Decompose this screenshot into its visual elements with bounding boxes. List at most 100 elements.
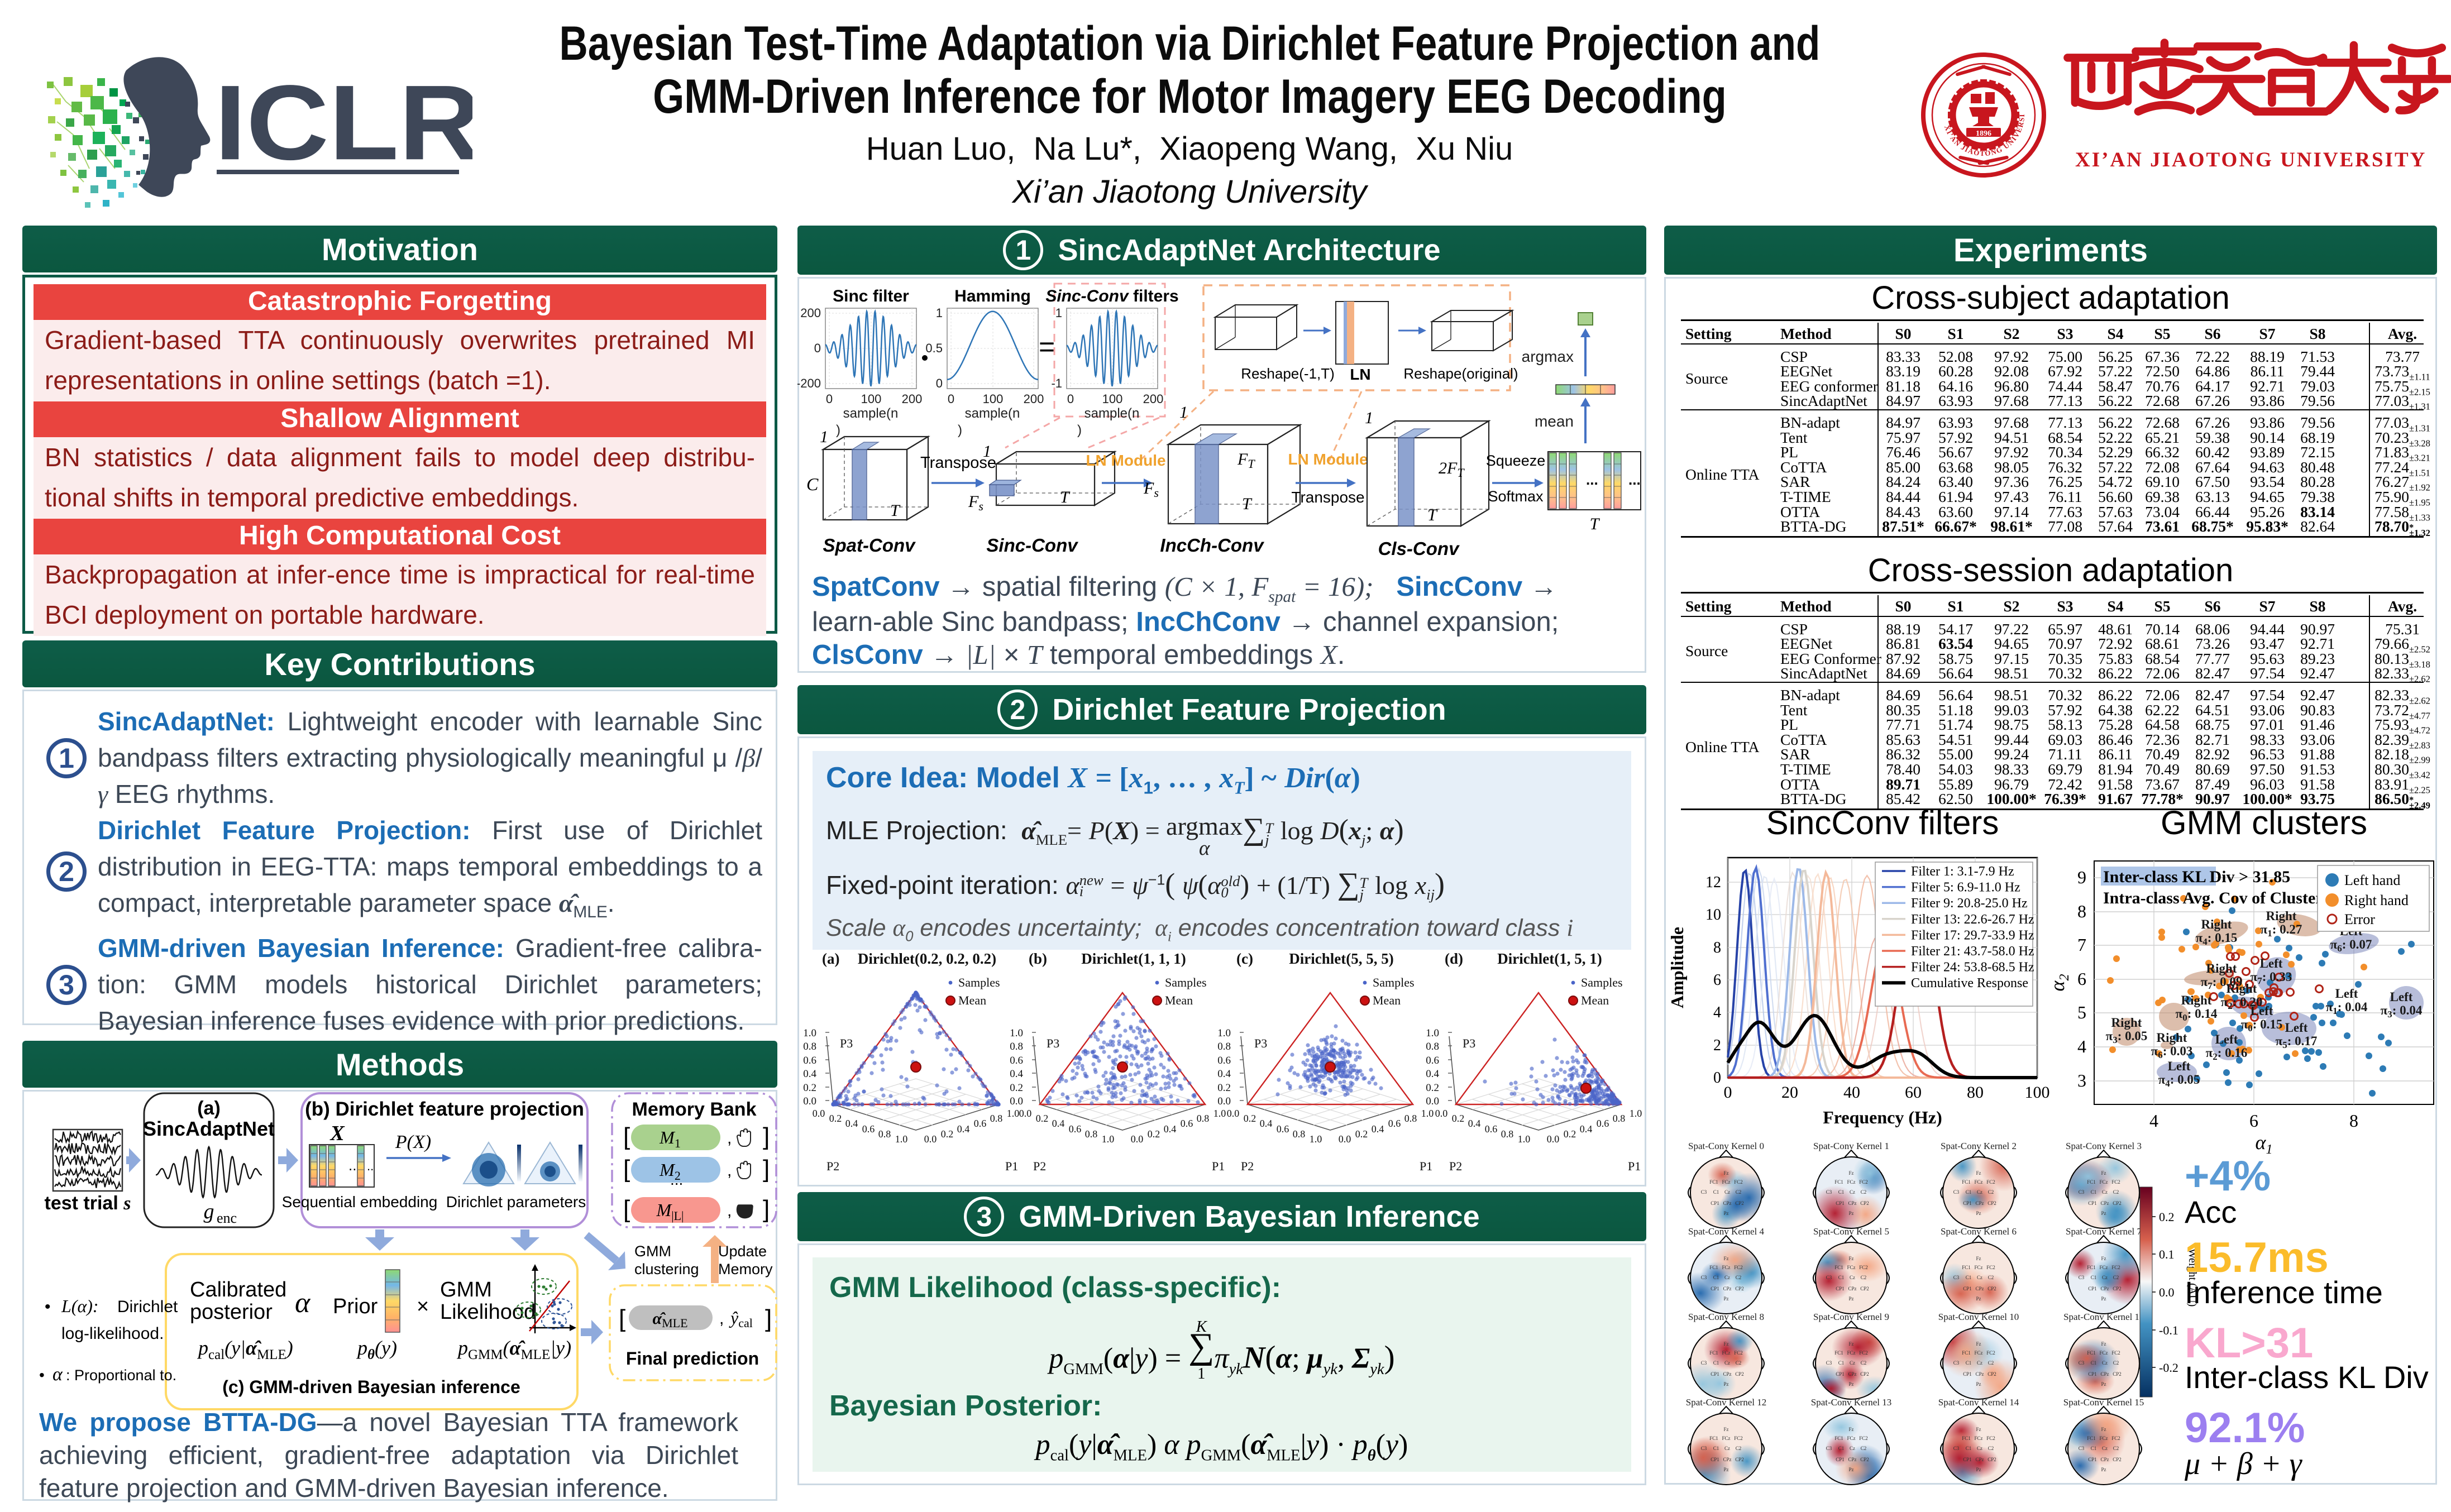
svg-text:FCz: FCz	[1722, 1350, 1730, 1356]
svg-text:posterior: posterior	[190, 1300, 273, 1324]
svg-text:Cz: Cz	[1850, 1189, 1855, 1195]
svg-text:0.6: 0.6	[1217, 1055, 1231, 1066]
svg-text:0: 0	[1724, 1083, 1732, 1102]
svg-text:0.4: 0.4	[1426, 1068, 1439, 1080]
svg-text:Filter 21: 43.7-58.0 Hz: Filter 21: 43.7-58.0 Hz	[1911, 944, 2034, 959]
svg-text:CP1: CP1	[1711, 1286, 1719, 1291]
svg-text:0.4: 0.4	[1260, 1118, 1273, 1129]
svg-text:Memory: Memory	[718, 1261, 773, 1277]
svg-text:C3: C3	[1826, 1446, 1832, 1451]
svg-text:4: 4	[2077, 1036, 2086, 1056]
svg-text:Right: Right	[2201, 917, 2232, 931]
svg-text:T: T	[1427, 506, 1438, 524]
svg-text:P1: P1	[1420, 1159, 1432, 1173]
svg-text:π4: 0.05: π4: 0.05	[2158, 1073, 2200, 1089]
svg-text:CPz: CPz	[1975, 1286, 1984, 1291]
svg-text:Spat-Conv Kernel 15: Spat-Conv Kernel 15	[2063, 1397, 2144, 1408]
svg-text:GMM: GMM	[440, 1278, 492, 1302]
svg-text:Right: Right	[2157, 1031, 2187, 1045]
svg-text:6: 6	[1713, 972, 1721, 989]
svg-text:SincAdaptNet: SincAdaptNet	[143, 1117, 275, 1140]
svg-text:4: 4	[1713, 1004, 1721, 1021]
svg-text:0.4: 0.4	[1580, 1123, 1593, 1135]
svg-text:Spat-Conv: Spat-Conv	[823, 535, 916, 556]
svg-text:Cz: Cz	[1724, 1360, 1730, 1366]
svg-text:Dirichlet(1, 5, 1): Dirichlet(1, 5, 1)	[1497, 950, 1602, 967]
svg-text:Calibrated: Calibrated	[190, 1278, 286, 1302]
svg-text:FC1: FC1	[1709, 1436, 1718, 1441]
svg-text:Fz: Fz	[1849, 1427, 1854, 1432]
svg-text:0.2: 0.2	[2159, 1210, 2175, 1224]
svg-text:Spat-Conv Kernel 12: Spat-Conv Kernel 12	[1686, 1397, 1766, 1408]
svg-text:test trial s: test trial s	[45, 1193, 131, 1214]
svg-text:Sinc-Conv filters: Sinc-Conv filters	[1045, 287, 1178, 305]
svg-text:-1: -1	[1051, 376, 1062, 390]
svg-text:CP1: CP1	[1711, 1371, 1719, 1377]
svg-text:Fz: Fz	[1976, 1170, 1981, 1176]
svg-text:=: =	[1039, 331, 1055, 362]
svg-text:α: α	[52, 1364, 63, 1385]
svg-text:FC1: FC1	[1834, 1350, 1843, 1356]
svg-text:0.2: 0.2	[1564, 1128, 1576, 1140]
svg-text:0.4: 0.4	[1217, 1068, 1231, 1080]
svg-text:π1: 0.27: π1: 0.27	[2261, 922, 2302, 939]
svg-text:C2: C2	[1988, 1275, 1994, 1280]
svg-text:Pz: Pz	[2101, 1467, 2106, 1472]
svg-text:log-likelihood.: log-likelihood.	[61, 1324, 164, 1343]
svg-text:Sequential embedding: Sequential embedding	[282, 1193, 438, 1210]
svg-text:π7: 0.33: π7: 0.33	[2251, 970, 2292, 986]
svg-text:π6: 0.03: π6: 0.03	[2151, 1044, 2193, 1060]
svg-text:FC2: FC2	[2111, 1350, 2120, 1356]
svg-text:C1: C1	[1713, 1446, 1719, 1451]
svg-text:0.0: 0.0	[1547, 1133, 1560, 1145]
svg-text:FC1: FC1	[2087, 1350, 2096, 1356]
svg-text:Pz: Pz	[1976, 1296, 1981, 1302]
svg-text:CP1: CP1	[1836, 1457, 1845, 1462]
svg-text:FCz: FCz	[1847, 1436, 1855, 1441]
svg-text:Fs: Fs	[1143, 479, 1159, 500]
svg-text:CPz: CPz	[2100, 1457, 2109, 1462]
svg-text:Spat-Conv Kernel 13: Spat-Conv Kernel 13	[1811, 1397, 1891, 1408]
svg-text:0.0: 0.0	[2159, 1285, 2175, 1299]
svg-text:Mean: Mean	[1581, 993, 1609, 1007]
svg-text:C3: C3	[2079, 1446, 2085, 1451]
svg-text:0.2: 0.2	[941, 1128, 954, 1140]
svg-text:GMM clusters: GMM clusters	[2161, 807, 2367, 841]
svg-text:: Proportional to.: : Proportional to.	[66, 1367, 176, 1384]
svg-text:C3: C3	[1826, 1360, 1832, 1366]
svg-text:T: T	[1242, 495, 1253, 513]
svg-text:Dirichlet(5, 5, 5): Dirichlet(5, 5, 5)	[1289, 950, 1393, 967]
svg-text:Spat-Conv Kernel 1: Spat-Conv Kernel 1	[1813, 1141, 1889, 1151]
svg-text:C: C	[806, 474, 819, 494]
svg-text:9: 9	[2077, 867, 2086, 887]
svg-text:FC1: FC1	[1962, 1350, 1971, 1356]
svg-text:α2: α2	[2049, 974, 2072, 992]
svg-text:0: 0	[1713, 1069, 1721, 1087]
svg-text:Cz: Cz	[1850, 1446, 1855, 1451]
svg-text:FCz: FCz	[2099, 1350, 2108, 1356]
svg-text:Fz: Fz	[1724, 1256, 1729, 1261]
svg-text:0.2: 0.2	[1217, 1082, 1231, 1094]
svg-text:Transpose: Transpose	[920, 454, 996, 472]
svg-text:Pz: Pz	[1724, 1210, 1729, 1216]
svg-text:0.6: 0.6	[1069, 1123, 1082, 1135]
svg-text:]: ]	[763, 1123, 770, 1150]
svg-text:sample(n: sample(n	[1084, 406, 1140, 421]
svg-text:FC2: FC2	[1859, 1436, 1868, 1441]
svg-text:Update: Update	[718, 1243, 767, 1260]
svg-text:Cz: Cz	[2102, 1275, 2108, 1280]
svg-text:Dirichlet: Dirichlet	[117, 1298, 178, 1316]
svg-text:FC2: FC2	[1734, 1265, 1743, 1270]
svg-text:0.0: 0.0	[1339, 1133, 1351, 1145]
svg-text:LN Module: LN Module	[1288, 451, 1368, 468]
svg-text:Spat-Conv Kernel 10: Spat-Conv Kernel 10	[1938, 1312, 2019, 1322]
svg-text:CP1: CP1	[1963, 1371, 1972, 1377]
svg-text:FCz: FCz	[1974, 1265, 1982, 1270]
svg-text:P2: P2	[1033, 1159, 1046, 1173]
svg-text:Fz: Fz	[1724, 1427, 1729, 1432]
svg-text:mean: mean	[1535, 413, 1574, 430]
svg-text:Cz: Cz	[1850, 1275, 1855, 1280]
svg-text:CP2: CP2	[1860, 1457, 1869, 1462]
svg-text:0.8: 0.8	[1613, 1113, 1626, 1124]
svg-text:Filter 13: 22.6-26.7 Hz: Filter 13: 22.6-26.7 Hz	[1911, 912, 2034, 927]
